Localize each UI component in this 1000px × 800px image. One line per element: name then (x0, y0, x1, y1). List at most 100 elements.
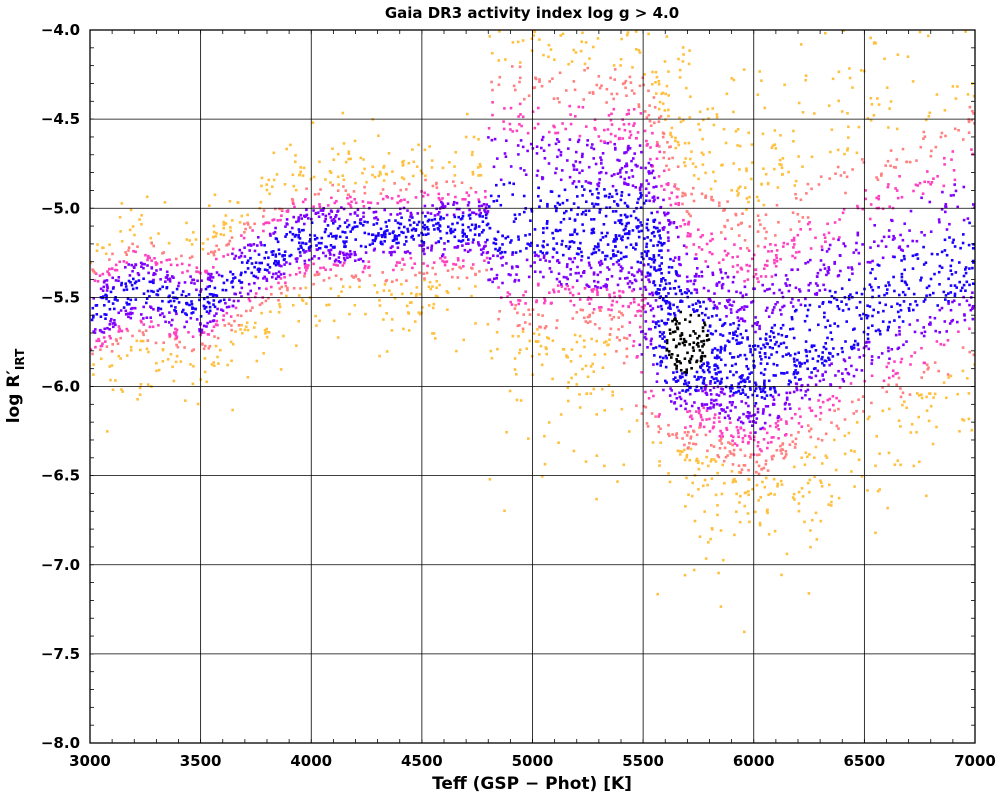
scatter-point (793, 465, 796, 469)
scatter-point (794, 437, 798, 441)
scatter-point (742, 308, 746, 311)
scatter-point (381, 188, 385, 191)
scatter-point (518, 299, 522, 302)
scatter-point (292, 215, 295, 219)
scatter-point (654, 321, 658, 324)
scatter-point (943, 109, 947, 112)
scatter-point (756, 277, 759, 280)
scatter-point (110, 364, 114, 367)
scatter-point (745, 263, 748, 267)
scatter-point (502, 127, 506, 131)
scatter-point (382, 166, 385, 169)
scatter-point (731, 280, 735, 284)
scatter-point (843, 359, 847, 363)
scatter-point (545, 226, 549, 230)
scatter-point (723, 224, 726, 228)
scatter-point (669, 131, 672, 135)
scatter-point (170, 323, 173, 327)
scatter-point (276, 240, 280, 244)
scatter-point (412, 160, 416, 164)
scatter-point (749, 414, 753, 418)
scatter-point (961, 346, 965, 349)
scatter-point (909, 431, 913, 434)
scatter-point (501, 234, 504, 238)
scatter-point (462, 232, 466, 235)
scatter-point (683, 573, 687, 577)
scatter-point (866, 117, 870, 120)
scatter-point (898, 175, 901, 178)
scatter-point (682, 218, 685, 222)
scatter-point (381, 242, 384, 246)
scatter-point (707, 297, 711, 301)
scatter-point (746, 411, 750, 414)
scatter-point (466, 112, 469, 116)
scatter-point (152, 278, 155, 282)
scatter-point (361, 200, 365, 203)
scatter-point (453, 235, 457, 239)
scatter-point (699, 356, 703, 359)
scatter-point (373, 175, 377, 179)
scatter-point (634, 279, 638, 283)
scatter-point (599, 139, 603, 143)
scatter-point (808, 303, 812, 307)
scatter-point (899, 308, 903, 312)
scatter-point (689, 232, 692, 236)
scatter-point (203, 307, 207, 310)
scatter-point (768, 346, 772, 349)
scatter-point (575, 150, 578, 154)
scatter-point (639, 309, 643, 313)
scatter-point (365, 180, 368, 184)
scatter-point (719, 333, 722, 336)
scatter-point (684, 382, 688, 385)
scatter-point (405, 304, 409, 308)
scatter-point (968, 105, 972, 109)
scatter-point (590, 231, 593, 235)
scatter-point (579, 354, 582, 358)
scatter-point (472, 238, 475, 241)
scatter-point (374, 237, 377, 241)
scatter-point (803, 463, 807, 466)
scatter-point (509, 128, 512, 131)
scatter-point (352, 190, 356, 193)
scatter-point (367, 232, 370, 236)
scatter-point (926, 368, 930, 371)
scatter-point (846, 371, 850, 375)
scatter-point (840, 110, 844, 113)
scatter-point (940, 250, 944, 254)
scatter-point (456, 276, 460, 279)
scatter-point (927, 366, 930, 369)
scatter-point (469, 228, 472, 232)
scatter-point (841, 372, 844, 375)
scatter-point (293, 205, 296, 209)
scatter-point (216, 336, 220, 340)
scatter-point (139, 319, 143, 323)
scatter-point (776, 485, 779, 488)
scatter-point (495, 331, 499, 334)
scatter-point (328, 169, 332, 173)
scatter-point (749, 453, 753, 456)
scatter-point (769, 393, 773, 397)
scatter-point (737, 308, 740, 312)
scatter-point (621, 137, 624, 140)
scatter-point (693, 257, 697, 260)
scatter-point (762, 438, 766, 441)
scatter-point (581, 152, 584, 156)
scatter-point (806, 383, 810, 387)
scatter-point (92, 269, 95, 273)
scatter-point (403, 243, 406, 246)
scatter-point (763, 368, 767, 371)
scatter-point (735, 370, 738, 374)
scatter-point (817, 354, 820, 358)
scatter-point (518, 213, 521, 216)
scatter-point (751, 300, 755, 303)
scatter-point (553, 205, 557, 208)
scatter-point (484, 240, 487, 244)
scatter-point (414, 273, 417, 277)
scatter-point (743, 305, 746, 308)
scatter-point (279, 368, 283, 371)
scatter-point (964, 271, 968, 275)
scatter-point (479, 211, 482, 215)
scatter-point (814, 292, 817, 296)
scatter-point (687, 220, 691, 224)
scatter-point (570, 348, 574, 351)
